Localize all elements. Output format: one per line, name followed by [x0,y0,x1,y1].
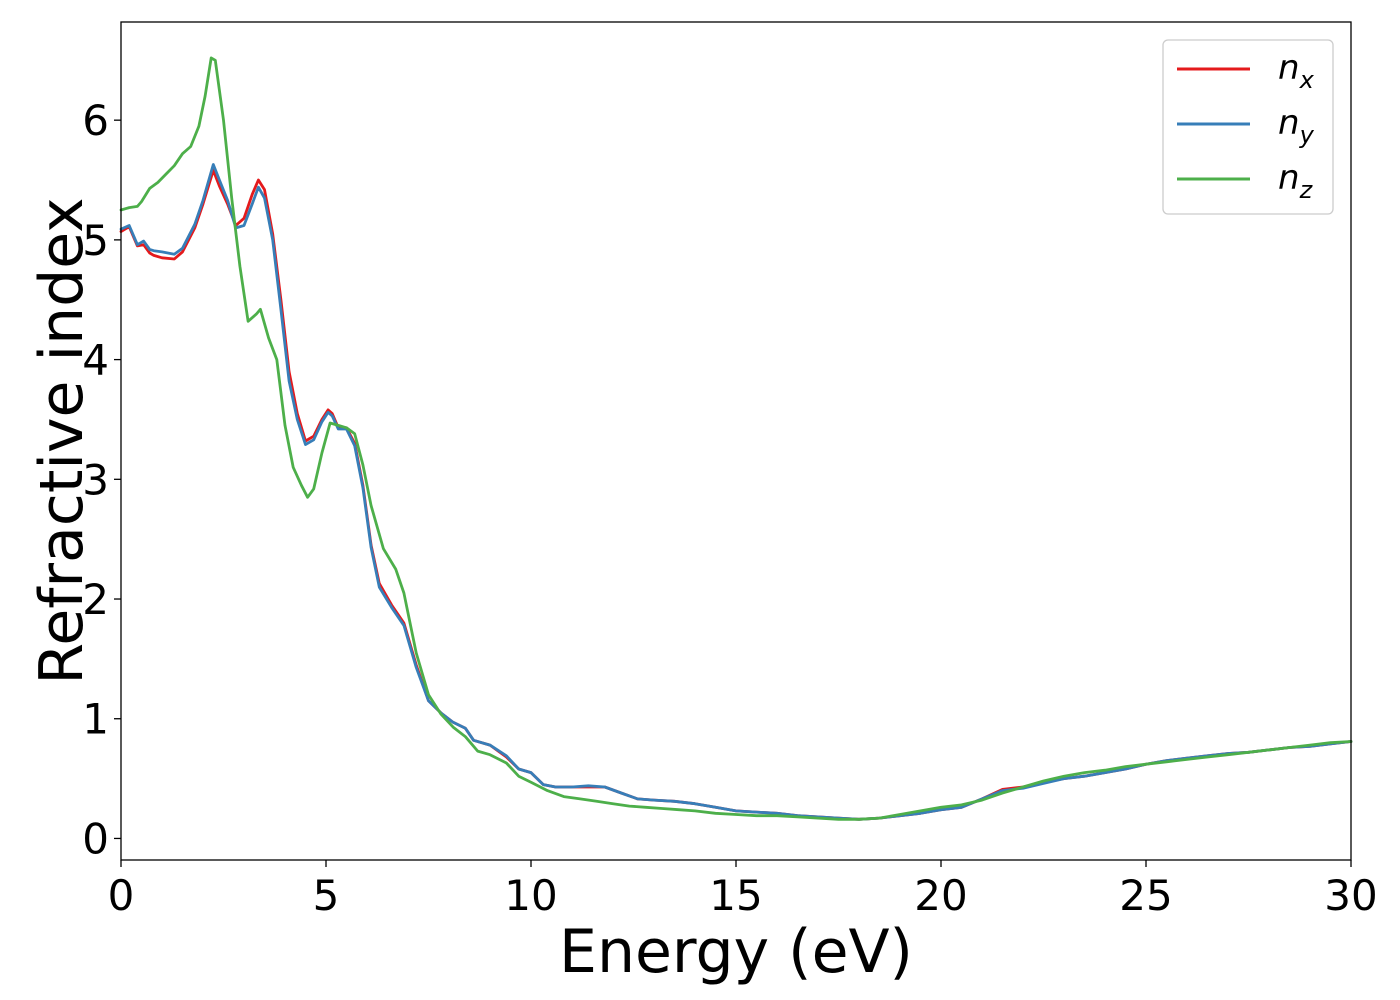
x-tick-label: 5 [313,871,340,920]
y-axis-title: Refractive index [27,197,97,684]
legend-label-n_y: ny [1278,103,1315,149]
x-tick-label: 0 [108,871,135,920]
series-line-n_y [119,163,1353,821]
legend-label-n_x: nx [1278,48,1315,94]
legend-label-main: n [1278,158,1300,198]
legend-label-subscript: x [1299,66,1315,94]
legend-label-main: n [1278,48,1300,88]
y-tick-label: 5 [82,216,109,265]
series-line-n_z [119,56,1353,821]
y-axis-ticks: 0 1 2 3 4 5 6 [82,96,121,863]
x-axis-title: Energy (eV) [559,917,913,987]
y-tick-label: 0 [82,814,109,863]
y-tick-label: 4 [82,336,109,385]
x-tick-label: 10 [504,871,557,920]
x-tick-label: 20 [914,871,967,920]
legend-label-subscript: z [1299,176,1314,204]
legend-label-subscript: y [1299,121,1315,149]
series-layer [119,56,1353,821]
legend-label-main: n [1278,103,1300,143]
x-tick-label: 25 [1119,871,1172,920]
y-tick-label: 3 [82,455,109,504]
x-axis-ticks: 0 5 10 15 20 25 30 [108,860,1378,920]
y-tick-label: 2 [82,575,109,624]
legend-label-n_z: nz [1278,158,1314,204]
y-tick-label: 1 [82,695,109,744]
y-tick-label: 6 [82,96,109,145]
x-tick-label: 15 [709,871,762,920]
x-tick-label: 30 [1324,871,1377,920]
legend-box [1162,39,1334,215]
